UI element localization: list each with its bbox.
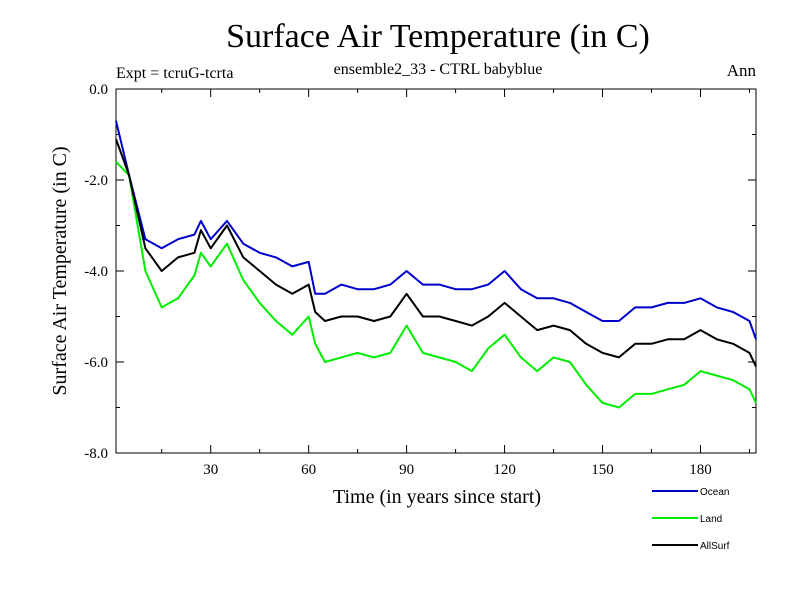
y-tick-label: -8.0 <box>84 446 108 462</box>
x-tick-label: 120 <box>493 462 516 478</box>
x-tick-label: 150 <box>591 462 614 478</box>
x-axis-label: Time (in years since start) <box>333 486 541 508</box>
y-axis: 0.0 -2.0 -4.0 -6.0 -8.0 <box>84 82 756 462</box>
legend-label-allsurf: AllSurf <box>700 541 730 552</box>
experiment-label: Expt = tcruG-tcrta <box>116 65 233 82</box>
chart-subtitle: ensemble2_33 - CTRL babyblue <box>334 61 543 78</box>
legend-label-ocean: Ocean <box>700 487 729 498</box>
x-axis: 30 60 90 120 150 180 <box>161 89 750 478</box>
chart-title: Surface Air Temperature (in C) <box>226 18 650 55</box>
legend: Ocean Land AllSurf <box>652 487 730 552</box>
x-tick-label: 60 <box>301 462 316 478</box>
x-tick-label: 180 <box>689 462 712 478</box>
y-axis-label: Surface Air Temperature (in C) <box>49 146 71 395</box>
series-line-ocean <box>115 120 757 340</box>
y-tick-label: -6.0 <box>84 355 108 371</box>
series-lines <box>115 120 757 409</box>
series-line-land <box>115 161 757 409</box>
x-tick-label: 30 <box>203 462 218 478</box>
y-tick-label: 0.0 <box>89 82 108 98</box>
legend-label-land: Land <box>700 514 722 525</box>
y-tick-label: -4.0 <box>84 264 108 280</box>
plot-frame <box>115 88 757 454</box>
x-tick-label: 90 <box>399 462 414 478</box>
y-tick-label: -2.0 <box>84 173 108 189</box>
series-line-allsurf <box>115 138 757 368</box>
period-label: Ann <box>727 61 757 80</box>
